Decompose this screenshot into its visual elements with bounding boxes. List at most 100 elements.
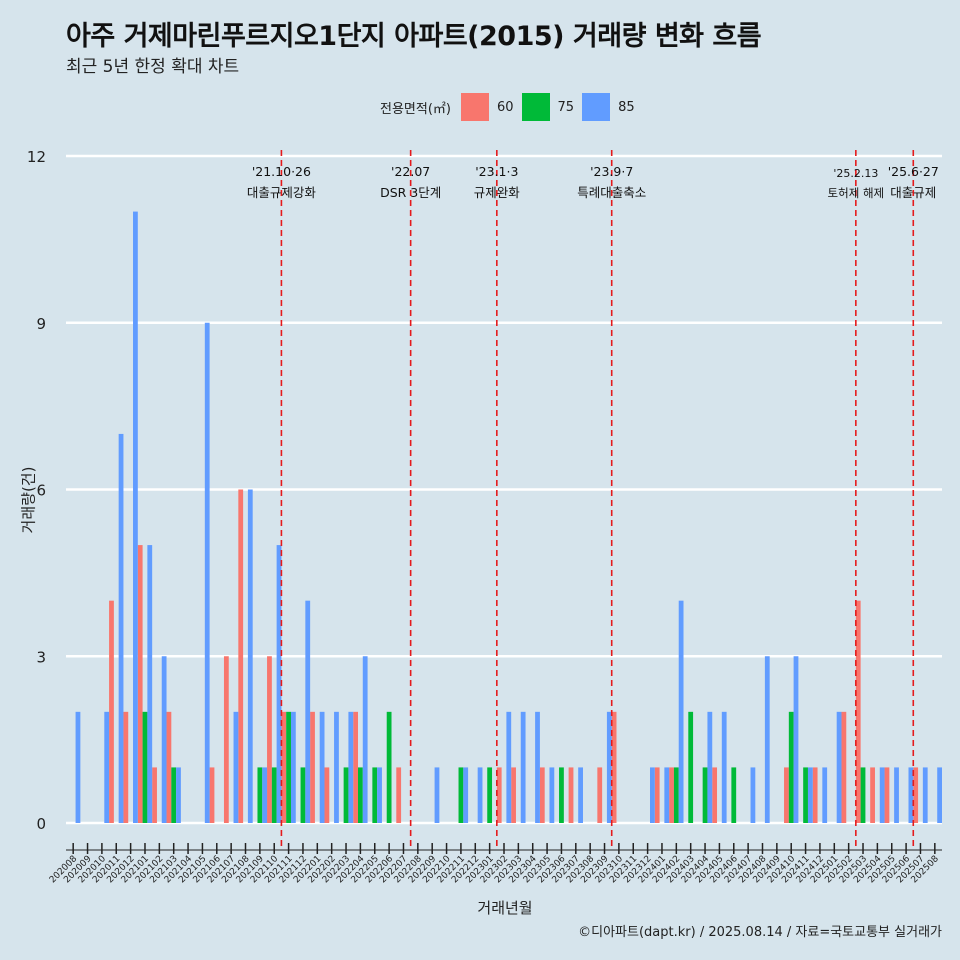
bar-85-202112 [305, 600, 311, 823]
bar-60-202207 [396, 767, 402, 823]
bar-60-202503 [855, 600, 861, 823]
bar-60-202401 [654, 767, 660, 823]
bar-85-202407 [750, 767, 756, 823]
bar-75-202110 [271, 767, 277, 823]
y-tick-label-6: 6 [36, 482, 46, 500]
bar-85-202401 [664, 767, 670, 823]
bar-85-202204 [362, 656, 368, 823]
bar-60-202108 [238, 489, 244, 823]
bar-75-202205 [372, 767, 378, 823]
event-date-2: '23.1·3 [475, 164, 518, 179]
bar-85-202506 [908, 767, 914, 823]
bar-75-202406 [731, 767, 737, 823]
bar-75-202211 [458, 767, 464, 823]
bar-75-202410 [788, 711, 794, 823]
bar-60-202103 [166, 711, 172, 823]
bar-85-202412 [822, 767, 828, 823]
event-label-2: 규제완화 [474, 185, 521, 200]
legend-swatch-60 [460, 93, 489, 121]
bar-85-202408 [764, 656, 770, 823]
bar-85-202101 [147, 545, 153, 823]
chart-title: 아주 거제마린푸르지오1단지 아파트(2015) 거래량 변화 흐름 [66, 21, 762, 52]
bar-75-202503 [860, 767, 866, 823]
bar-60-202303 [511, 767, 516, 823]
bar-75-202103 [171, 767, 177, 823]
bar-60-202412 [812, 767, 818, 823]
bar-85-202202 [334, 711, 339, 823]
bar-85-202309 [606, 711, 612, 823]
bar-85-202110 [276, 545, 282, 823]
event-label-1: DSR 3단계 [380, 185, 441, 200]
event-date-0: '21.10·26 [252, 164, 311, 179]
bar-60-202012 [123, 711, 129, 823]
bar-75-202301 [487, 767, 493, 823]
bar-85-202203 [348, 711, 354, 823]
bar-85-202105 [204, 322, 210, 823]
y-axis-label: 거래량(건) [19, 466, 38, 534]
bar-60-202110 [267, 656, 272, 823]
bar-60-202402 [669, 767, 674, 823]
bar-60-202405 [712, 767, 718, 823]
bar-85-202303 [520, 711, 526, 823]
bar-85-202212 [477, 767, 483, 823]
bar-60-202310 [611, 711, 617, 823]
bar-75-202411 [803, 767, 808, 823]
bar-85-202305 [549, 767, 555, 823]
source-caption: ©디아파트(dapt.kr) / 2025.08.14 / 자료=국토교통부 실… [578, 925, 942, 940]
bar-85-202201 [319, 711, 325, 823]
bar-85-202108 [247, 489, 253, 823]
event-date-5: '25.6·27 [888, 164, 939, 179]
bar-85-202107 [233, 711, 239, 823]
bar-85-202008 [75, 711, 81, 823]
bar-75-202403 [688, 711, 694, 823]
legend-item-75: 75 [521, 93, 574, 121]
legend-item-60: 60 [460, 93, 514, 121]
bar-85-202402 [678, 600, 684, 823]
bar-60-202202 [324, 767, 330, 823]
bar-60-202204 [353, 711, 358, 823]
bar-85-202010 [104, 711, 110, 823]
bar-85-202312 [650, 767, 655, 823]
bar-60-202305 [539, 767, 545, 823]
bar-60-202504 [870, 767, 875, 823]
bar-85-202011 [118, 433, 124, 823]
bar-85-202508 [937, 767, 942, 823]
bar-75-202101 [142, 711, 148, 823]
legend-title: 전용면적(㎡) [380, 101, 451, 117]
bar-60-202102 [152, 767, 157, 823]
bar-85-202211 [463, 767, 469, 823]
bar-60-202111 [281, 711, 287, 823]
legend-item-85: 85 [582, 93, 635, 121]
bar-85-202304 [535, 711, 540, 823]
bar-85-202507 [922, 767, 928, 823]
bar-75-202206 [386, 711, 392, 823]
bar-85-202404 [707, 711, 713, 823]
y-tick-label-3: 3 [36, 648, 46, 666]
x-axis-label: 거래년월 [477, 899, 533, 917]
bar-85-202012 [133, 211, 138, 824]
bar-60-202107 [223, 656, 229, 823]
bar-85-202302 [506, 711, 512, 823]
event-label-0: 대출규제강화 [247, 185, 317, 200]
bar-85-202405 [721, 711, 727, 823]
y-tick-label-12: 12 [27, 148, 46, 166]
bar-75-202204 [358, 767, 363, 823]
bar-60-202201 [310, 711, 315, 823]
bar-75-202306 [559, 767, 564, 823]
bar-60-202302 [496, 767, 502, 823]
legend-label-60: 60 [496, 99, 514, 115]
chart-subtitle: 최근 5년 한정 확대 차트 [66, 57, 240, 77]
bar-60-202011 [109, 600, 114, 823]
bar-85-202505 [894, 767, 899, 823]
bar-75-202404 [702, 767, 708, 823]
bar-85-202209 [434, 767, 440, 823]
legend-label-85: 85 [618, 99, 635, 115]
bar-85-202111 [290, 711, 296, 823]
bar-85-202410 [793, 656, 799, 823]
bar-60-202309 [597, 767, 603, 823]
legend-swatch-75 [521, 93, 550, 121]
bar-60-202505 [884, 767, 890, 823]
bar-60-202502 [841, 711, 847, 823]
bar-75-202203 [343, 767, 349, 823]
